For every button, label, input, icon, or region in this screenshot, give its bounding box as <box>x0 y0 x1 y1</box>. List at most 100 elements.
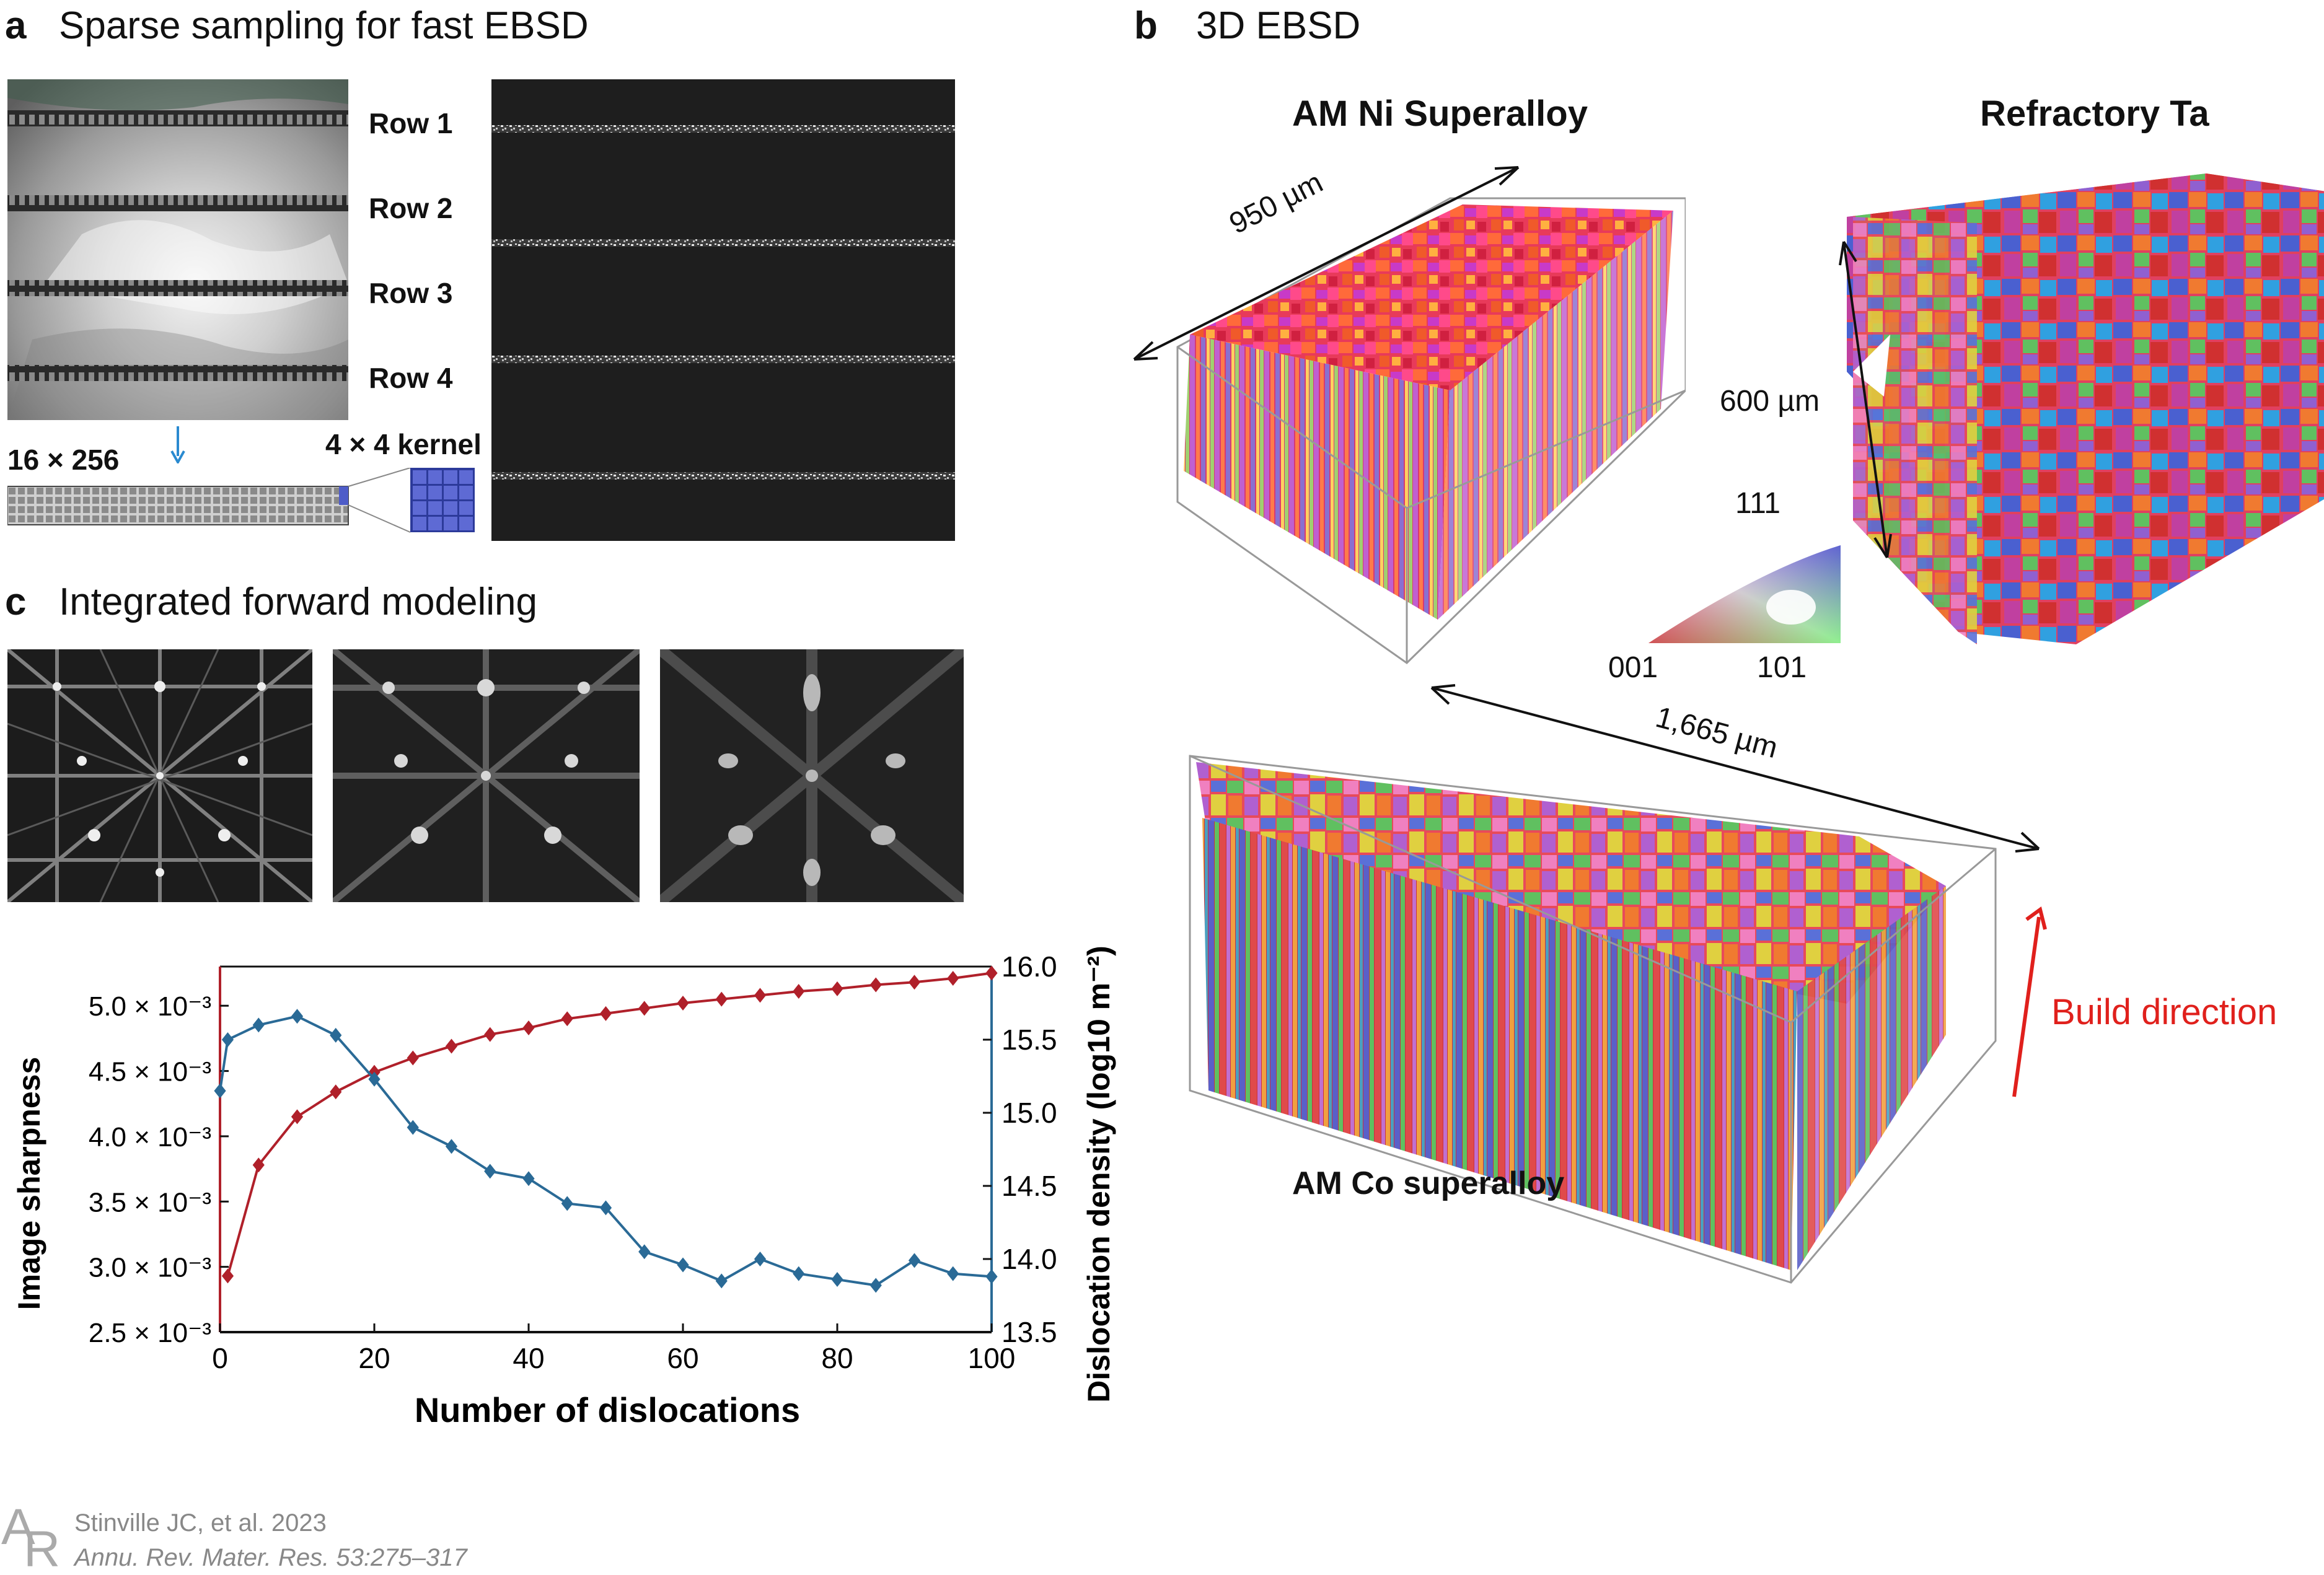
kikuchi-pattern-3 <box>660 649 964 902</box>
series-point-right <box>985 1269 998 1284</box>
dim-600-arrow-icon <box>1839 240 1892 559</box>
series-point-left <box>831 981 843 996</box>
x-tick-label: 100 <box>968 1342 1016 1374</box>
y-right-tick-label: 14.5 <box>1001 1170 1057 1202</box>
series-point-left <box>985 965 998 981</box>
kikuchi-pattern-2 <box>333 649 640 902</box>
x-tick-label: 20 <box>358 1342 390 1374</box>
series-point-right <box>831 1272 843 1288</box>
y-right-tick-label: 15.5 <box>1001 1024 1057 1056</box>
x-tick-label: 40 <box>513 1342 544 1374</box>
sharpness-density-chart: 0 20 40 60 80 100 2.5 × 10⁻³ 3.0 × 10⁻³ 3.5 × 10… <box>12 945 1116 1429</box>
series-point-right <box>715 1273 728 1289</box>
y-right-tick-label: 15.0 <box>1001 1097 1057 1129</box>
series-point-right <box>407 1120 419 1135</box>
series-point-left <box>908 975 921 990</box>
refractory-ta-3d-map <box>1847 173 2324 644</box>
annual-reviews-logo: A R <box>1 1499 60 1568</box>
series-point-left <box>445 1038 458 1054</box>
series-point-left <box>484 1027 496 1042</box>
series-point-left <box>638 1001 651 1016</box>
series-point-left <box>947 970 959 986</box>
series-point-right <box>484 1164 496 1179</box>
ipf-label-111: 111 <box>1735 487 1780 520</box>
series-point-right <box>599 1200 612 1216</box>
co-superalloy-3d-map <box>1189 755 1997 1284</box>
citation-authors: Stinville JC, et al. 2023 <box>74 1509 327 1537</box>
series-point-right <box>330 1027 342 1043</box>
series-point-right <box>869 1278 882 1293</box>
y-axis-label-left: Image sharpness <box>12 1057 46 1310</box>
down-arrow-icon <box>170 426 185 463</box>
grid-and-kernel <box>7 468 475 533</box>
ni-superalloy-3d-map <box>1176 197 1686 664</box>
citation-journal: Annu. Rev. Mater. Res. 53:275–317 <box>74 1544 467 1571</box>
series-point-right <box>793 1266 805 1281</box>
build-direction-label: Build direction <box>2051 992 2278 1032</box>
y-right-tick-label: 14.0 <box>1001 1243 1057 1275</box>
series-point-left <box>715 991 728 1007</box>
series-point-right <box>947 1266 959 1281</box>
series-point-right <box>445 1139 458 1154</box>
series-point-right <box>252 1017 265 1033</box>
dim-600-label: 600 µm <box>1720 385 1820 418</box>
x-tick-label: 60 <box>667 1342 698 1374</box>
y-right-tick-label: 13.5 <box>1001 1316 1057 1348</box>
row-label-2: Row 2 <box>369 192 453 224</box>
x-axis-label: Number of dislocations <box>415 1390 800 1429</box>
ipf-label-001: 001 <box>1608 651 1658 684</box>
row-label-3: Row 3 <box>369 277 453 309</box>
series-point-left <box>793 984 805 999</box>
refractory-ta-title: Refractory Ta <box>1980 94 2209 134</box>
panel-c-title: Integrated forward modeling <box>59 581 538 623</box>
chart-series <box>214 965 998 1293</box>
chart-ticks: 0 20 40 60 80 100 2.5 × 10⁻³ 3.0 × 10⁻³ 3.5 × 10… <box>89 950 1057 1374</box>
x-tick-label: 0 <box>212 1342 228 1374</box>
series-point-right <box>754 1252 767 1266</box>
y-right-tick-label: 16.0 <box>1001 950 1057 983</box>
series-point-right <box>368 1071 381 1087</box>
series-point-right <box>221 1032 234 1047</box>
svg-text:R: R <box>24 1521 60 1568</box>
series-point-left <box>869 977 882 993</box>
sparse-sampling-map <box>7 79 348 420</box>
series-point-left <box>522 1020 535 1036</box>
ipf-triangle <box>1648 545 1841 643</box>
y-left-tick-label: 3.5 × 10⁻³ <box>89 1187 211 1217</box>
row-label-4: Row 4 <box>369 362 453 394</box>
kernel-label: 4 × 4 kernel <box>325 428 482 460</box>
y-left-tick-label: 2.5 × 10⁻³ <box>89 1318 211 1348</box>
row-label-1: Row 1 <box>369 107 453 139</box>
kikuchi-pattern-1 <box>7 649 312 902</box>
series-point-right <box>291 1009 304 1024</box>
series-point-right <box>638 1244 651 1260</box>
series-point-left <box>677 996 689 1011</box>
chart-axes <box>219 965 993 1333</box>
series-point-left <box>599 1006 612 1021</box>
panel-b-title: 3D EBSD <box>1196 4 1361 47</box>
y-left-tick-label: 4.5 × 10⁻³ <box>89 1057 211 1087</box>
series-point-right <box>561 1196 573 1211</box>
ipf-label-101: 101 <box>1757 651 1807 684</box>
co-superalloy-title: AM Co superalloy <box>1292 1165 1565 1201</box>
series-point-right <box>908 1253 921 1268</box>
grid-size-label: 16 × 256 <box>7 444 120 476</box>
panel-b-letter: b <box>1134 4 1158 47</box>
series-point-right <box>677 1257 689 1273</box>
dim-950-arrow-icon <box>1133 166 1520 361</box>
series-line-right <box>219 1015 992 1287</box>
series-point-left <box>330 1084 342 1100</box>
panel-a-letter: a <box>5 4 27 47</box>
dim-1665-arrow-icon <box>1430 684 2040 853</box>
series-point-right <box>522 1171 535 1187</box>
build-direction-arrow-icon <box>2012 906 2047 1097</box>
panel-a: a Sparse sampling for fast EBSD <box>0 0 589 558</box>
ni-superalloy-title: AM Ni Superalloy <box>1292 94 1588 134</box>
panel-a-title: Sparse sampling for fast EBSD <box>59 4 589 47</box>
series-point-left <box>754 988 767 1003</box>
series-line-left <box>226 972 992 1276</box>
y-axis-label-right: Dislocation density (log10 m⁻²) <box>1081 945 1116 1403</box>
svg-text:A: A <box>1 1499 35 1555</box>
series-point-left <box>407 1050 419 1066</box>
series-point-left <box>291 1109 304 1125</box>
